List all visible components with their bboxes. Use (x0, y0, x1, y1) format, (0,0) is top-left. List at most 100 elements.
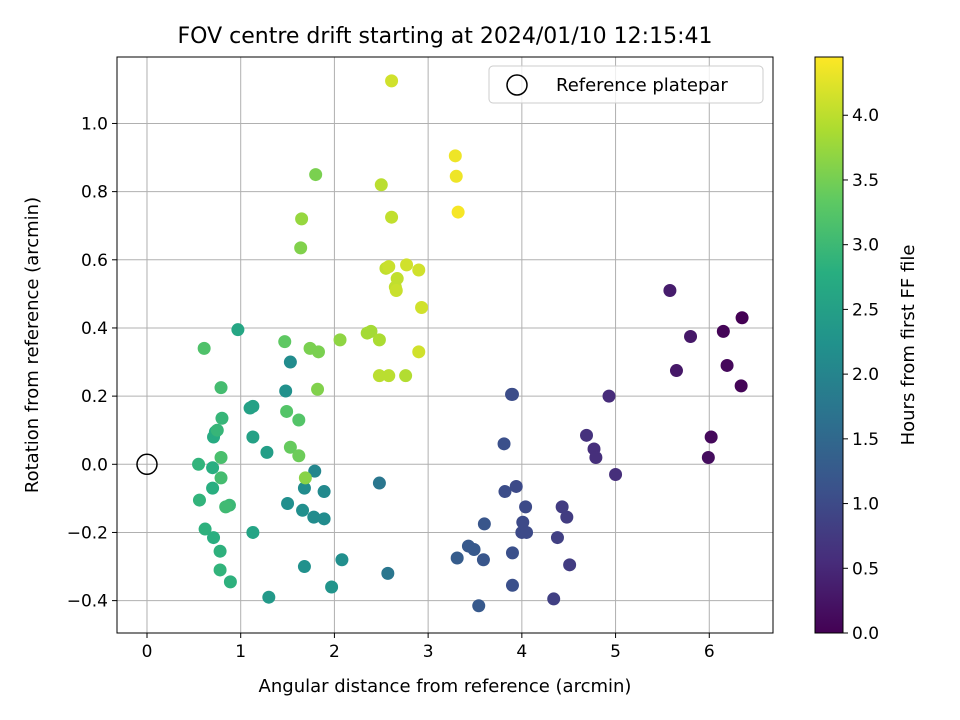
colorbar: 0.0 0.5 1.0 1.5 2.0 2.5 3.0 3.5 4.0 Hours from f… (814, 56, 919, 644)
data-point (210, 423, 224, 437)
data-point (519, 500, 533, 514)
data-point (311, 382, 325, 396)
y-tick-label: 0.2 (81, 387, 108, 407)
x-tick-label: 2 (329, 642, 340, 662)
data-point (701, 450, 715, 464)
data-point (720, 358, 734, 372)
chart-title: FOV centre drift starting at 2024/01/10 … (178, 24, 713, 49)
colorbar-tick-label: 3.5 (852, 171, 879, 191)
data-point (497, 437, 511, 451)
colorbar-tick-label: 1.5 (852, 430, 879, 450)
x-tick-label: 3 (423, 642, 434, 662)
data-point (580, 428, 594, 442)
data-point (735, 311, 749, 325)
legend-box (488, 65, 764, 104)
data-point (415, 301, 429, 315)
data-point (281, 496, 295, 510)
data-point (602, 389, 616, 403)
data-point (206, 461, 220, 475)
data-point (716, 324, 730, 338)
plot-frame (116, 56, 774, 634)
data-point (505, 387, 519, 401)
data-point (262, 590, 276, 604)
data-point (283, 355, 297, 369)
data-point (279, 384, 293, 398)
data-point (298, 471, 312, 485)
data-point (308, 464, 322, 478)
data-point (372, 476, 386, 490)
data-point (550, 531, 564, 545)
colorbar-tick-label: 2.0 (852, 365, 879, 385)
data-point (505, 578, 519, 592)
data-point (215, 411, 229, 425)
data-point (223, 575, 237, 589)
data-point (296, 503, 310, 517)
colorbar-tick-label: 1.0 (852, 495, 879, 515)
data-point (335, 553, 349, 567)
data-point (307, 510, 321, 524)
data-point (555, 500, 569, 514)
data-point (214, 381, 228, 395)
data-point (467, 542, 481, 556)
data-point (372, 333, 386, 347)
y-tick-label: −0.2 (67, 523, 108, 543)
data-point (219, 500, 233, 514)
data-point (278, 335, 292, 349)
data-point (246, 430, 260, 444)
data-point (214, 471, 228, 485)
data-point (333, 333, 347, 347)
data-point (382, 260, 396, 274)
data-point (472, 599, 486, 613)
y-tick-label: 0.8 (81, 183, 108, 203)
data-point (317, 485, 331, 499)
colorbar-tick-label: 0.0 (852, 624, 879, 644)
data-point (294, 241, 308, 255)
data-point (364, 324, 378, 338)
data-point (382, 369, 396, 383)
data-point (381, 566, 395, 580)
data-point (589, 450, 603, 464)
reference-platepar-marker (136, 453, 158, 476)
data-point (317, 512, 331, 526)
data-point (505, 546, 519, 560)
x-tick-label: 5 (610, 642, 621, 662)
colorbar-label: Hours from first FF file (898, 245, 919, 446)
data-point (206, 481, 220, 495)
data-point (280, 404, 294, 418)
data-point (449, 169, 463, 183)
legend-marker-open-circle (506, 74, 528, 96)
data-point (372, 369, 386, 383)
data-point (292, 449, 306, 463)
data-point (213, 563, 227, 577)
data-point (399, 369, 413, 383)
data-point (374, 178, 388, 192)
data-point (560, 510, 574, 524)
data-point (297, 560, 311, 574)
colorbar-tick-label: 2.5 (852, 300, 879, 320)
data-point (192, 493, 206, 507)
y-axis-ticks: −0.4 −0.2 0.0 0.2 0.4 0.6 0.8 1.0 (67, 114, 117, 612)
data-point (516, 515, 530, 529)
data-point (412, 263, 426, 277)
y-tick-label: 0.0 (81, 455, 108, 475)
data-point (498, 485, 512, 499)
data-point (192, 457, 206, 471)
legend-label: Reference platepar (556, 75, 728, 96)
data-point (448, 149, 462, 163)
data-point (325, 580, 339, 594)
data-point (292, 413, 306, 427)
x-axis-ticks: 0 1 2 3 4 5 6 (142, 633, 715, 662)
data-point (704, 430, 718, 444)
colorbar-ticks: 0.0 0.5 1.0 1.5 2.0 2.5 3.0 3.5 4.0 (843, 106, 879, 644)
x-axis-label: Angular distance from reference (arcmin) (259, 676, 632, 697)
x-tick-label: 6 (704, 642, 715, 662)
data-point (260, 445, 274, 459)
data-point (213, 544, 227, 558)
colorbar-tick-label: 4.0 (852, 106, 879, 126)
data-point (684, 329, 698, 343)
y-tick-label: 0.4 (81, 319, 108, 339)
x-tick-label: 1 (235, 642, 246, 662)
data-point (283, 440, 297, 454)
data-point (547, 592, 561, 606)
